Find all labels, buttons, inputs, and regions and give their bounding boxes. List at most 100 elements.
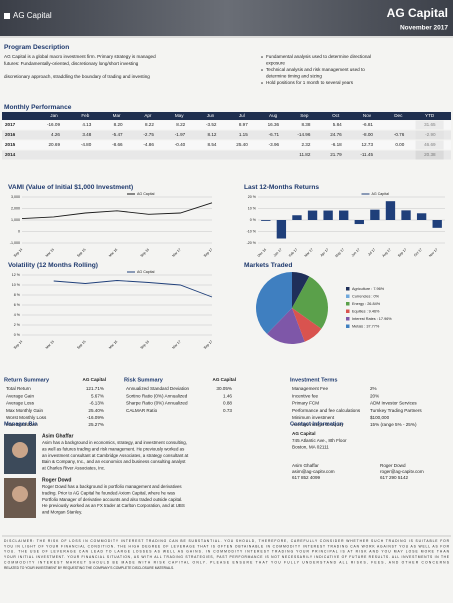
bio-text: and Morgan Stanley. (42, 509, 82, 514)
row-label: CALMAR Ratio (126, 408, 158, 413)
x-tick-label: Sep 16 (140, 339, 151, 350)
program-text: discretionary approach, straddling the b… (4, 74, 150, 79)
column-header: Aug (269, 113, 278, 118)
bar (292, 215, 302, 220)
legend-label: Currencies : 0% (352, 295, 380, 299)
logo (4, 13, 10, 19)
row-label: 2016 (5, 132, 16, 137)
y-tick-label: 0 (18, 229, 20, 233)
x-tick-label: Aug 17 (381, 247, 392, 258)
bio-text: Roger Dowd has a background in portfolio… (42, 484, 182, 489)
bullet (261, 82, 263, 84)
column-header: Jul (239, 113, 245, 118)
bio-text: Asim has a background in economics, stra… (42, 440, 187, 445)
y-tick-label: 2,000 (11, 206, 20, 210)
row-value: 0.88 (223, 401, 232, 406)
x-tick-label: Mar 16 (108, 247, 118, 257)
cell: 8.97 (239, 122, 248, 127)
header-date: November 2017 (400, 25, 448, 32)
bullet-text: Fundamental analysis used to determine d… (266, 54, 371, 59)
y-tick-label: 1,000 (11, 218, 20, 222)
row-label: Average Gain (6, 393, 34, 398)
line (21, 202, 213, 220)
column-header: May (175, 113, 184, 118)
y-tick-label: 4 % (14, 313, 21, 317)
contact-name: Roger Dowd (380, 463, 406, 468)
disclaimer-text: YOU IN LIGHT OF YOUR FINANCIAL CONDITION… (4, 544, 450, 548)
row-value: 25.27% (88, 422, 104, 427)
ytd-cell (415, 120, 444, 130)
contact-email: roger@ag-capitv.com (380, 469, 424, 474)
cell: 8.22 (176, 122, 185, 127)
cell: -5.47 (112, 132, 123, 137)
row-value: -6.13% (89, 401, 104, 406)
x-tick-label: Oct 17 (413, 247, 423, 257)
line (53, 280, 213, 298)
address: 745 Atlantic Ave., 8th Floor (292, 438, 347, 443)
cell: -0.76 (394, 132, 405, 137)
cell: -3.96 (269, 142, 280, 147)
cell: 8.12 (208, 132, 217, 137)
x-tick-label: Sep 15 (76, 247, 87, 258)
table-row (2, 150, 451, 160)
cell: 16.36 (268, 122, 280, 127)
disclaimer-text: YOU. THE USE OF LEVERAGE CAN LEAD TO LAR… (4, 550, 450, 554)
section-heading: Contact Information (290, 421, 344, 427)
cell: -1.97 (175, 132, 186, 137)
pie-slice (266, 308, 305, 344)
row-value: $100,000 (370, 415, 390, 420)
person-name: Asim Ghaffar (42, 433, 73, 439)
cell: -2.75 (143, 132, 154, 137)
bar (416, 213, 427, 220)
bar (307, 210, 318, 220)
section-heading: Investment Terms (290, 377, 337, 383)
ytd-cell (415, 150, 444, 160)
legend-swatch (346, 309, 350, 313)
cell: 21.79 (330, 152, 342, 157)
legend-swatch (346, 302, 350, 306)
row-label: Max Drawdown (6, 422, 38, 427)
legend-swatch (346, 324, 350, 328)
column-header: YTD (425, 113, 435, 118)
x-tick-label: Sep 15 (76, 339, 87, 350)
cell: -8.66 (112, 142, 123, 147)
table-row (2, 130, 451, 140)
column-header: Apr (144, 113, 152, 118)
program-text: AG Capital is a global macro investment … (4, 54, 156, 59)
contact-phone: 617 852 4099 (292, 475, 321, 480)
bio-text: as well as futures trading and risk mana… (42, 446, 185, 451)
cell: -8.00 (363, 132, 374, 137)
pie-slice (256, 272, 292, 334)
bullet-text: exposure (266, 61, 285, 66)
y-tick-label: -1,000 (10, 241, 20, 245)
cell: -6.18 (331, 142, 342, 147)
bio-text: Portfolio Manager of derivative accounts… (42, 497, 182, 502)
bar (261, 220, 271, 221)
row-label: Management Fee (292, 386, 328, 391)
cell: 8.20 (114, 122, 123, 127)
row-label: Primary FCM (292, 401, 319, 406)
x-tick-label: Jan 17 (273, 247, 283, 257)
row-label: Incentive fee (292, 393, 318, 398)
disclaimer-text: YOUR INITIAL INVESTMENT. YOUR FINANCIAL … (4, 555, 450, 559)
legend-label: Energy : 26.84% (352, 302, 381, 306)
x-tick-label: Mar 17 (171, 339, 181, 349)
row-value: 20% (370, 393, 379, 398)
cell: -4.86 (143, 142, 154, 147)
y-tick-label: 12 % (12, 273, 21, 277)
x-tick-label: Mar 15 (45, 247, 55, 257)
x-tick-label: Jun 17 (351, 247, 361, 257)
row-value: 121.71% (86, 386, 104, 391)
column-header: Nov (363, 113, 372, 118)
ytd-cell (415, 140, 444, 150)
bar (385, 201, 396, 220)
pie-slice (292, 272, 310, 308)
section-heading: Monthly Performance (4, 104, 72, 111)
column-header: Feb (81, 113, 89, 118)
row-label: Max Monthly Gain (6, 408, 43, 413)
y-tick-label: -10 % (247, 229, 257, 233)
chart-title: Last 12-Months Returns (244, 184, 319, 191)
bullet-text: Technical analysis and risk management u… (266, 67, 365, 72)
header-title: AG Capital (387, 6, 448, 20)
